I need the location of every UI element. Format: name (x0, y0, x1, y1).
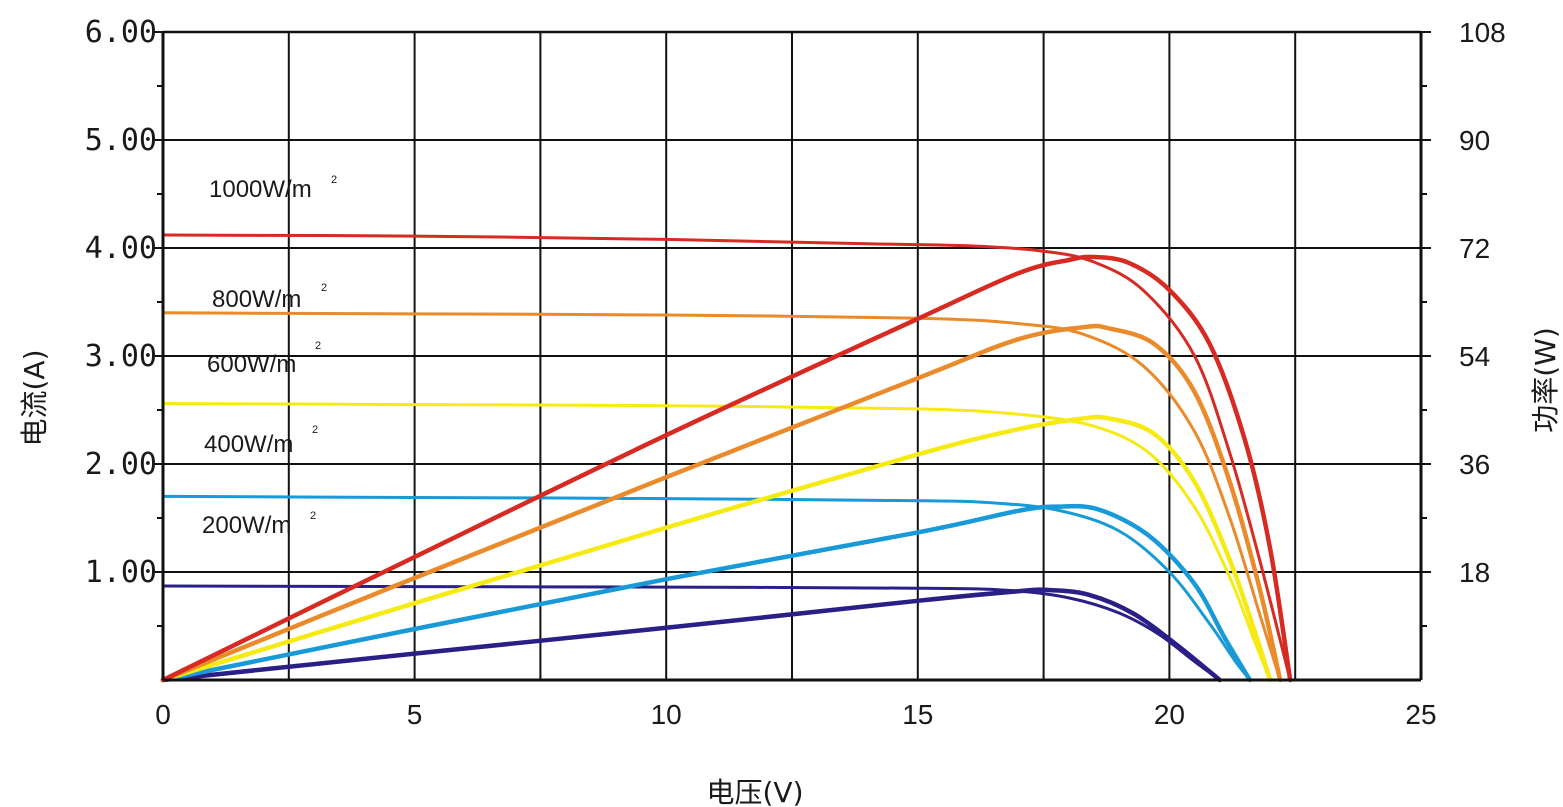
y-right-tick-label: 72 (1459, 233, 1490, 264)
svg-text:400W/m: 400W/m (204, 431, 293, 458)
svg-text:1000W/m: 1000W/m (209, 176, 312, 203)
pv-curve-600 (160, 414, 1273, 683)
pv-curve-400 (160, 503, 1253, 683)
y-left-tick-label: 6.00 (85, 15, 157, 50)
irradiance-label-1000: 1000W/m 2 (209, 174, 337, 203)
svg-text:2: 2 (312, 424, 318, 436)
iv-curve-800 (161, 311, 1282, 682)
svg-text:200W/m: 200W/m (202, 512, 291, 539)
x-tick-label: 25 (1405, 699, 1436, 730)
pv-curve-1000 (160, 254, 1293, 683)
svg-text:2: 2 (310, 510, 316, 522)
iv-curve-1000 (161, 233, 1292, 682)
y-axis-left-title: 电流(A) (18, 349, 51, 446)
iv-curve-200 (161, 584, 1222, 682)
y-left-tick-label: 3.00 (85, 339, 157, 374)
svg-text:2: 2 (315, 340, 321, 352)
svg-text:800W/m: 800W/m (212, 286, 301, 313)
y-left-tick-label: 2.00 (85, 447, 157, 482)
x-tick-label: 0 (155, 699, 171, 730)
x-tick-label: 15 (902, 699, 933, 730)
iv-curve-400 (161, 494, 1252, 682)
irradiance-label-400: 400W/m 2 (204, 424, 318, 458)
y-left-tick-label: 5.00 (85, 123, 157, 158)
pv-curve-800 (160, 323, 1283, 683)
irradiance-label-200: 200W/m 2 (202, 510, 316, 539)
irradiance-label-600: 600W/m 2 (207, 340, 321, 378)
x-tick-label: 10 (651, 699, 682, 730)
curves (160, 233, 1293, 683)
y-left-tick-label: 4.00 (85, 231, 157, 266)
grid (163, 32, 1421, 680)
y-right-tick-label: 36 (1459, 449, 1490, 480)
irradiance-label-800: 800W/m 2 (212, 282, 327, 313)
axis-ticks: 1.00 2.00 3.00 4.00 5.00 6.00 18 36 54 72 90 108 0 5 1… (85, 15, 1506, 730)
pv-curve-200 (160, 587, 1222, 683)
iv-curve-600 (161, 402, 1272, 682)
y-right-tick-label: 18 (1459, 557, 1490, 588)
y-left-tick-label: 1.00 (85, 555, 157, 590)
svg-text:2: 2 (321, 282, 327, 294)
y-right-tick-label: 54 (1459, 341, 1490, 372)
svg-text:2: 2 (331, 174, 337, 186)
y-right-tick-label: 108 (1459, 17, 1506, 48)
x-axis-title: 电压(V) (706, 776, 803, 807)
svg-text:600W/m: 600W/m (207, 351, 296, 378)
y-right-tick-label: 90 (1459, 125, 1490, 156)
y-axis-right-title: 功率(W) (1529, 327, 1562, 433)
x-tick-label: 5 (407, 699, 423, 730)
x-tick-label: 20 (1154, 699, 1185, 730)
